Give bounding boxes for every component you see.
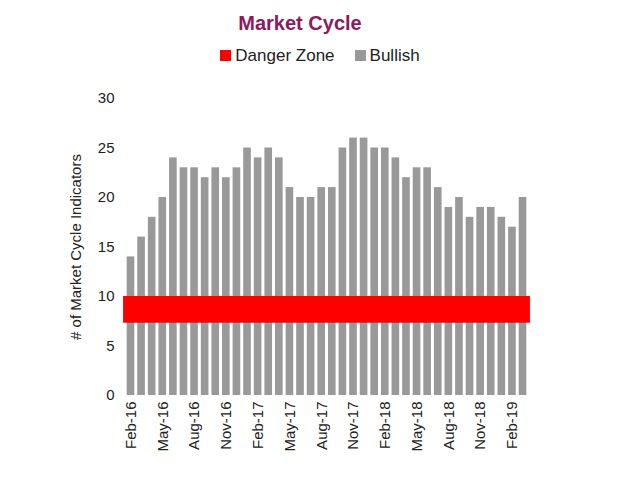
svg-text:20: 20 [98, 188, 115, 205]
svg-text:May-16: May-16 [154, 402, 171, 452]
svg-text:Feb-16: Feb-16 [122, 402, 139, 450]
html-text:Bullish: Bullish [369, 46, 420, 65]
svg-text:Nov-16: Nov-16 [217, 402, 234, 450]
svg-text:30: 30 [98, 89, 115, 106]
svg-text:Nov-17: Nov-17 [344, 402, 361, 450]
svg-text:Feb-17: Feb-17 [249, 402, 266, 450]
html-text:Danger Zone: Danger Zone [235, 46, 335, 65]
html-text:Market Cycle: Market Cycle [238, 12, 362, 34]
svg-text:May-17: May-17 [281, 402, 298, 452]
svg-text:0: 0 [106, 386, 114, 403]
svg-text:10: 10 [98, 287, 115, 304]
svg-text:5: 5 [106, 337, 114, 354]
svg-text:Feb-19: Feb-19 [503, 402, 520, 450]
svg-text:Aug-18: Aug-18 [440, 402, 457, 450]
svg-text:Nov-18: Nov-18 [471, 402, 488, 450]
svg-text:May-18: May-18 [408, 402, 425, 452]
svg-text:Feb-18: Feb-18 [376, 402, 393, 450]
svg-text:Aug-16: Aug-16 [185, 402, 202, 450]
svg-text:15: 15 [98, 238, 115, 255]
svg-text:Aug-17: Aug-17 [313, 402, 330, 450]
svg-text:25: 25 [98, 139, 115, 156]
svg-text:# of Market Cycle Indicators: # of Market Cycle Indicators [67, 154, 84, 340]
